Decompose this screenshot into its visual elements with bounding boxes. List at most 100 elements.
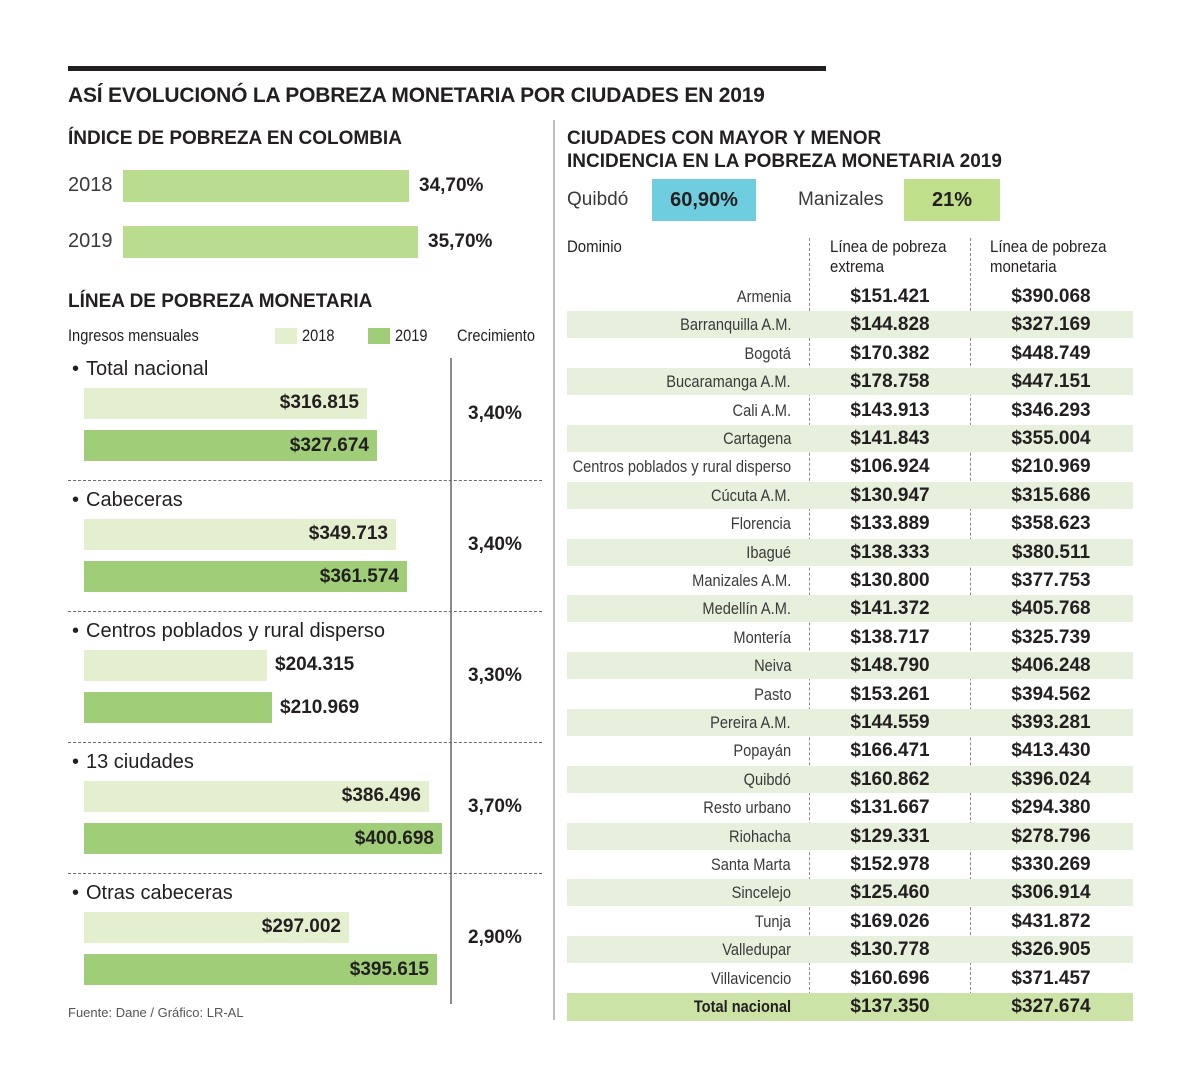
- row-extrema: $125.460: [850, 882, 930, 903]
- row-monetaria: $371.457: [1011, 968, 1091, 989]
- group-separator: [68, 480, 542, 481]
- row-dominio: Barranquilla A.M.: [679, 315, 791, 334]
- legend-swatch-2018: [275, 328, 297, 344]
- growth-header: Crecimiento: [457, 326, 536, 345]
- table-row: Sincelejo $125.460 $306.914: [567, 879, 1133, 906]
- legend-swatch-2019: [368, 328, 390, 344]
- lowest-city-value: 21%: [904, 179, 1000, 221]
- bar-2018: [84, 519, 396, 550]
- row-dominio: Sincelejo: [731, 883, 791, 902]
- row-dominio: Armenia: [736, 287, 791, 306]
- bar-2019: [84, 692, 272, 723]
- total-dominio: Total nacional: [693, 997, 791, 1016]
- row-extrema: $138.717: [850, 627, 930, 648]
- row-extrema: $170.382: [850, 343, 930, 364]
- row-extrema: $143.913: [850, 400, 930, 421]
- row-monetaria: $413.430: [1011, 740, 1091, 761]
- row-dominio: Popayán: [733, 741, 791, 760]
- row-extrema: $169.026: [850, 911, 930, 932]
- total-monetaria: $327.674: [1011, 996, 1091, 1017]
- group-bullet-label: •: [72, 489, 80, 511]
- row-extrema: $130.947: [850, 485, 930, 506]
- table-row: Valledupar $130.778 $326.905: [567, 936, 1133, 963]
- row-monetaria: $330.269: [1011, 854, 1091, 875]
- row-dominio: Bucaramanga A.M.: [666, 372, 791, 391]
- row-extrema: $133.889: [850, 513, 930, 534]
- row-dominio: Tunja: [754, 912, 791, 931]
- row-dominio: Centros poblados y rural disperso: [572, 457, 791, 476]
- legend-label-2018: 2018: [302, 326, 335, 345]
- bar-2019-value: $395.615: [349, 959, 429, 980]
- table-row: Cali A.M. $143.913 $346.293: [567, 397, 1133, 424]
- row-dominio: Pereira A.M.: [710, 713, 791, 732]
- row-extrema: $130.778: [850, 939, 930, 960]
- group-separator: [68, 742, 542, 743]
- row-monetaria: $406.248: [1011, 655, 1091, 676]
- row-monetaria: $306.914: [1011, 882, 1091, 903]
- row-extrema: $144.559: [850, 712, 930, 733]
- growth-value: 3,30%: [468, 665, 522, 686]
- row-extrema: $141.372: [850, 598, 930, 619]
- index-value-label: 34,70%: [419, 175, 484, 196]
- row-monetaria: $325.739: [1011, 627, 1091, 648]
- index-value-label: 35,70%: [428, 231, 493, 252]
- source-note: Fuente: Dane / Gráfico: LR-AL: [68, 1005, 244, 1020]
- bar-2019-value: $210.969: [280, 697, 360, 718]
- bar-2018: [84, 650, 267, 681]
- bar-2018-value: $316.815: [279, 392, 359, 413]
- group-label: Total nacional: [86, 358, 209, 380]
- table-row: Popayán $166.471 $413.430: [567, 737, 1133, 764]
- row-monetaria: $380.511: [1011, 542, 1091, 563]
- table-row: Pereira A.M. $144.559 $393.281: [567, 709, 1133, 736]
- row-monetaria: $327.169: [1011, 314, 1091, 335]
- growth-value: 3,40%: [468, 403, 522, 424]
- index-year-label: 2018: [68, 174, 113, 196]
- growth-divider: [450, 358, 452, 1004]
- row-dominio: Neiva: [753, 656, 791, 675]
- row-extrema: $129.331: [850, 826, 930, 847]
- total-row: Total nacional $137.350 $327.674: [567, 993, 1133, 1021]
- table-row: Barranquilla A.M. $144.828 $327.169: [567, 311, 1133, 338]
- row-monetaria: $390.068: [1011, 286, 1091, 307]
- row-extrema: $153.261: [850, 684, 930, 705]
- header-extrema-line2: extrema: [830, 257, 885, 276]
- total-extrema: $137.350: [850, 996, 930, 1017]
- table-row: Villavicencio $160.696 $371.457: [567, 965, 1133, 992]
- row-monetaria: $377.753: [1011, 570, 1091, 591]
- row-extrema: $138.333: [850, 542, 930, 563]
- row-dominio: Florencia: [730, 514, 791, 533]
- bar-2019-value: $361.574: [319, 566, 399, 587]
- bar-2018-value: $204.315: [275, 654, 355, 675]
- section-divider: [553, 120, 555, 1020]
- group-label: Otras cabeceras: [86, 882, 233, 904]
- row-extrema: $144.828: [850, 314, 930, 335]
- table-row: Cartagena $141.843 $355.004: [567, 425, 1133, 452]
- legend-label-2019: 2019: [395, 326, 428, 345]
- row-monetaria: $294.380: [1011, 797, 1091, 818]
- table-row: Montería $138.717 $325.739: [567, 624, 1133, 651]
- row-dominio: Valledupar: [722, 940, 791, 959]
- row-dominio: Cali A.M.: [732, 401, 791, 420]
- row-extrema: $160.862: [850, 769, 930, 790]
- row-monetaria: $355.004: [1011, 428, 1091, 449]
- bar-2018-value: $349.713: [308, 523, 388, 544]
- row-dominio: Montería: [733, 628, 791, 647]
- highest-city-value: 60,90%: [652, 179, 756, 221]
- table-row: Medellín A.M. $141.372 $405.768: [567, 595, 1133, 622]
- cities-title-line2: INCIDENCIA EN LA POBREZA MONETARIA 2019: [567, 151, 1002, 172]
- row-monetaria: $448.749: [1011, 343, 1091, 364]
- row-monetaria: $431.872: [1011, 911, 1091, 932]
- group-bullet-label: •: [72, 358, 80, 380]
- group-separator: [68, 611, 542, 612]
- group-label: 13 ciudades: [86, 751, 194, 773]
- row-extrema: $148.790: [850, 655, 930, 676]
- table-col-divider-2: [970, 238, 971, 1020]
- row-extrema: $151.421: [850, 286, 930, 307]
- group-label: Cabeceras: [86, 489, 183, 511]
- index-bar: [123, 170, 409, 202]
- bar-2019: [84, 430, 377, 461]
- row-monetaria: $405.768: [1011, 598, 1091, 619]
- row-extrema: $152.978: [850, 854, 930, 875]
- table-row: Ibagué $138.333 $380.511: [567, 539, 1133, 566]
- row-monetaria: $396.024: [1011, 769, 1091, 790]
